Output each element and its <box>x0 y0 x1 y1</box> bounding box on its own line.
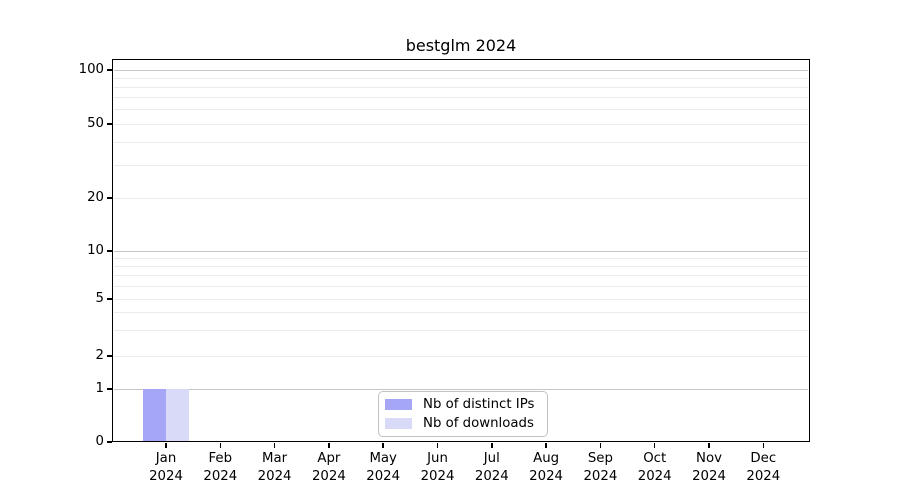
bar-jan-2024-series0 <box>143 389 166 442</box>
gridline-y-9 <box>114 257 808 259</box>
y-tick-mark-50 <box>106 123 112 125</box>
legend: Nb of distinct IPs Nb of downloads <box>378 391 548 437</box>
x-tick-label-jul: Jul 2024 <box>474 451 509 484</box>
gridline-y-80 <box>114 86 808 88</box>
x-tick-label-feb: Feb 2024 <box>203 451 238 484</box>
y-tick-label-1: 1 <box>95 381 104 396</box>
gridline-y-70 <box>114 97 808 99</box>
y-tick-label-20: 20 <box>87 190 104 205</box>
legend-swatch-distinct-ips <box>385 399 412 410</box>
x-tick-label-jan: Jan 2024 <box>149 451 183 484</box>
y-tick-mark-0 <box>106 441 112 443</box>
x-tick-mark-4 <box>328 442 330 448</box>
x-tick-label-dec: Dec 2024 <box>746 451 781 484</box>
y-tick-label-50: 50 <box>87 116 104 131</box>
gridline-y-40 <box>114 141 808 143</box>
x-tick-mark-12 <box>762 442 765 448</box>
bar-jan-2024-series1 <box>166 389 189 442</box>
x-tick-mark-6 <box>436 442 439 448</box>
y-tick-mark-10 <box>106 250 112 252</box>
y-tick-mark-5 <box>106 298 112 300</box>
x-tick-mark-11 <box>708 442 710 448</box>
y-tick-mark-20 <box>106 197 112 199</box>
gridline-y-6 <box>114 285 808 287</box>
gridline-y-8 <box>114 265 808 267</box>
x-tick-label-mar: Mar 2024 <box>257 451 292 484</box>
gridline-y-2 <box>114 355 808 357</box>
gridline-y-50 <box>114 123 808 125</box>
x-tick-label-apr: Apr 2024 <box>311 451 346 484</box>
plot-area-border <box>112 59 810 442</box>
y-tick-label-100: 100 <box>78 62 104 77</box>
gridline-y-10 <box>114 250 808 252</box>
x-tick-mark-7 <box>491 442 493 448</box>
x-tick-mark-8 <box>545 442 547 448</box>
gridline-y-3 <box>114 330 808 332</box>
x-tick-mark-1 <box>165 442 167 448</box>
x-tick-label-sep: Sep 2024 <box>583 451 618 484</box>
chart-title: bestglm 2024 <box>405 36 517 55</box>
legend-entry-downloads: Nb of downloads <box>385 416 541 431</box>
x-tick-mark-9 <box>599 442 602 448</box>
gridline-y-90 <box>114 77 808 79</box>
x-tick-mark-2 <box>219 442 222 448</box>
y-tick-label-2: 2 <box>95 348 104 363</box>
legend-entry-distinct-ips: Nb of distinct IPs <box>385 397 541 412</box>
gridline-y-60 <box>114 109 808 111</box>
x-tick-label-aug: Aug 2024 <box>529 451 564 484</box>
gridline-y-5 <box>114 298 808 300</box>
y-tick-mark-2 <box>106 355 112 357</box>
legend-label-downloads: Nb of downloads <box>423 416 534 431</box>
gridline-y-100 <box>114 69 808 71</box>
x-tick-label-nov: Nov 2024 <box>692 451 726 484</box>
legend-label-distinct-ips: Nb of distinct IPs <box>423 397 535 412</box>
x-tick-mark-3 <box>273 442 276 448</box>
y-tick-label-0: 0 <box>95 434 104 449</box>
gridline-y-4 <box>114 312 808 314</box>
x-tick-mark-5 <box>382 442 384 448</box>
y-tick-label-10: 10 <box>87 243 104 258</box>
x-tick-label-oct: Oct 2024 <box>637 451 672 484</box>
gridline-y-1 <box>114 388 808 390</box>
x-tick-label-may: May 2024 <box>366 451 401 484</box>
y-tick-mark-100 <box>106 69 112 71</box>
x-tick-mark-10 <box>653 442 656 448</box>
gridline-y-30 <box>114 164 808 166</box>
x-tick-label-jun: Jun 2024 <box>420 451 455 484</box>
gridline-y-7 <box>114 275 808 277</box>
y-tick-mark-1 <box>106 388 112 390</box>
legend-swatch-downloads <box>385 418 412 429</box>
y-tick-label-5: 5 <box>95 291 104 306</box>
gridline-y-20 <box>114 197 808 199</box>
